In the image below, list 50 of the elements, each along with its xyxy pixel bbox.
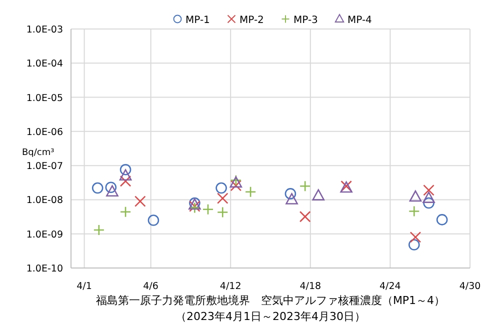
point bbox=[105, 182, 117, 194]
point bbox=[106, 185, 118, 196]
point bbox=[436, 214, 448, 226]
point bbox=[408, 206, 420, 217]
x-tick-label: 4/1 bbox=[76, 281, 92, 292]
point bbox=[119, 169, 132, 180]
y-tick-label: 1.0E-05 bbox=[26, 92, 63, 104]
point bbox=[244, 186, 256, 198]
point bbox=[410, 232, 422, 243]
y-tick-label: 1.0E-06 bbox=[26, 126, 63, 138]
legend-label: MP-3 bbox=[294, 15, 318, 26]
point bbox=[134, 196, 146, 207]
point bbox=[216, 206, 228, 218]
point bbox=[299, 210, 311, 222]
point bbox=[202, 204, 214, 216]
point bbox=[216, 192, 228, 204]
point bbox=[299, 180, 311, 192]
point bbox=[409, 190, 422, 202]
legend-label: MP-2 bbox=[240, 15, 264, 26]
point bbox=[93, 224, 105, 236]
x-tick-label: 4/24 bbox=[380, 281, 401, 292]
point bbox=[284, 188, 296, 200]
point bbox=[422, 192, 435, 203]
y-tick-label: 1.0E-04 bbox=[26, 58, 63, 70]
point bbox=[312, 189, 325, 200]
y-tick-label: 1.0E-10 bbox=[26, 264, 63, 274]
y-tick-label: 1.0E-09 bbox=[26, 229, 63, 240]
y-tick-label: 1.0E-03 bbox=[26, 24, 63, 36]
point bbox=[120, 164, 132, 176]
point bbox=[408, 239, 420, 250]
x-tick-label: 4/6 bbox=[143, 281, 158, 292]
point bbox=[423, 197, 434, 209]
point bbox=[120, 206, 132, 218]
text: （2023年4月1日～2023年4月30日） bbox=[176, 310, 366, 323]
point bbox=[423, 184, 434, 196]
legend-label: MP-4 bbox=[348, 15, 372, 26]
y-axis-title: Bq/cm³ bbox=[22, 148, 55, 158]
text: 福島第一原子力発電所敷地境界 空気中アルファ核種濃度（MP1～4） bbox=[96, 294, 446, 307]
point bbox=[120, 175, 132, 187]
point bbox=[92, 182, 104, 194]
y-tick-label: 1.0E-08 bbox=[26, 195, 63, 206]
point bbox=[148, 214, 160, 226]
x-tick-label: 4/30 bbox=[459, 281, 481, 292]
x-tick-label: 4/12 bbox=[220, 281, 242, 292]
x-tick-label: 4/18 bbox=[300, 281, 322, 292]
y-tick-label: 1.0E-07 bbox=[26, 161, 63, 172]
point bbox=[216, 182, 227, 194]
point bbox=[286, 193, 298, 204]
point bbox=[230, 180, 242, 192]
legend-label: MP-1 bbox=[186, 15, 210, 26]
